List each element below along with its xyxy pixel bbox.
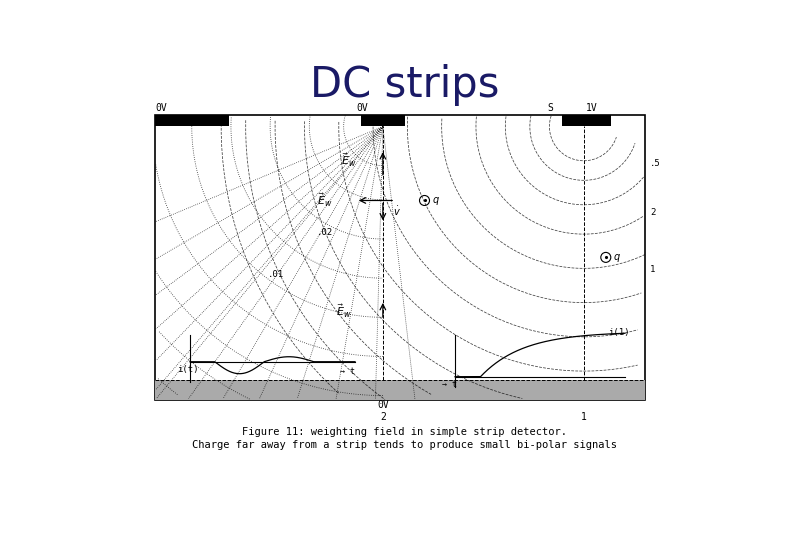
Text: $\vec{E}_w$: $\vec{E}_w$ [336,303,352,320]
Text: 18/11/2004
19/11/2004: 18/11/2004 19/11/2004 [20,506,83,530]
Text: Charge far away from a strip tends to produce small bi-polar signals: Charge far away from a strip tends to pr… [193,440,617,450]
Text: 0V: 0V [155,103,167,113]
Text: .01: .01 [267,271,284,279]
Text: Semiconductor Detectors for Particle Physics:
Lecture 3: Semiconductor Detectors for Particle Phy… [10,7,274,31]
Text: → t: → t [340,367,355,376]
Text: i(t): i(t) [177,364,198,374]
Text: 2: 2 [380,411,386,422]
Text: $\dot{v}$: $\dot{v}$ [393,205,400,218]
Text: q: q [433,195,439,206]
Text: .02: .02 [317,228,333,237]
Text: i(1): i(1) [608,328,630,337]
Text: S: S [547,103,553,113]
Bar [155,380,645,400]
Text: 1: 1 [581,411,586,422]
Text: 0V: 0V [377,400,389,410]
Bar [155,115,228,126]
Text: DC strips: DC strips [310,64,500,106]
Text: T. Bowcock: T. Bowcock [368,515,442,528]
Text: 1V: 1V [586,103,598,113]
Text: → t: → t [442,380,457,389]
Text: 0V: 0V [356,103,368,113]
Text: 2: 2 [650,208,655,217]
Text: 1: 1 [650,265,655,274]
Text: $\vec{E}_w$: $\vec{E}_w$ [341,152,356,170]
Bar [360,115,405,126]
Text: $\vec{E}_w$: $\vec{E}_w$ [317,192,332,209]
Text: q: q [614,252,620,262]
Bar [155,115,645,400]
Text: .5: .5 [650,159,661,168]
Text: Figure 11: weighting field in simple strip detector.: Figure 11: weighting field in simple str… [242,427,568,437]
Bar [561,115,611,126]
